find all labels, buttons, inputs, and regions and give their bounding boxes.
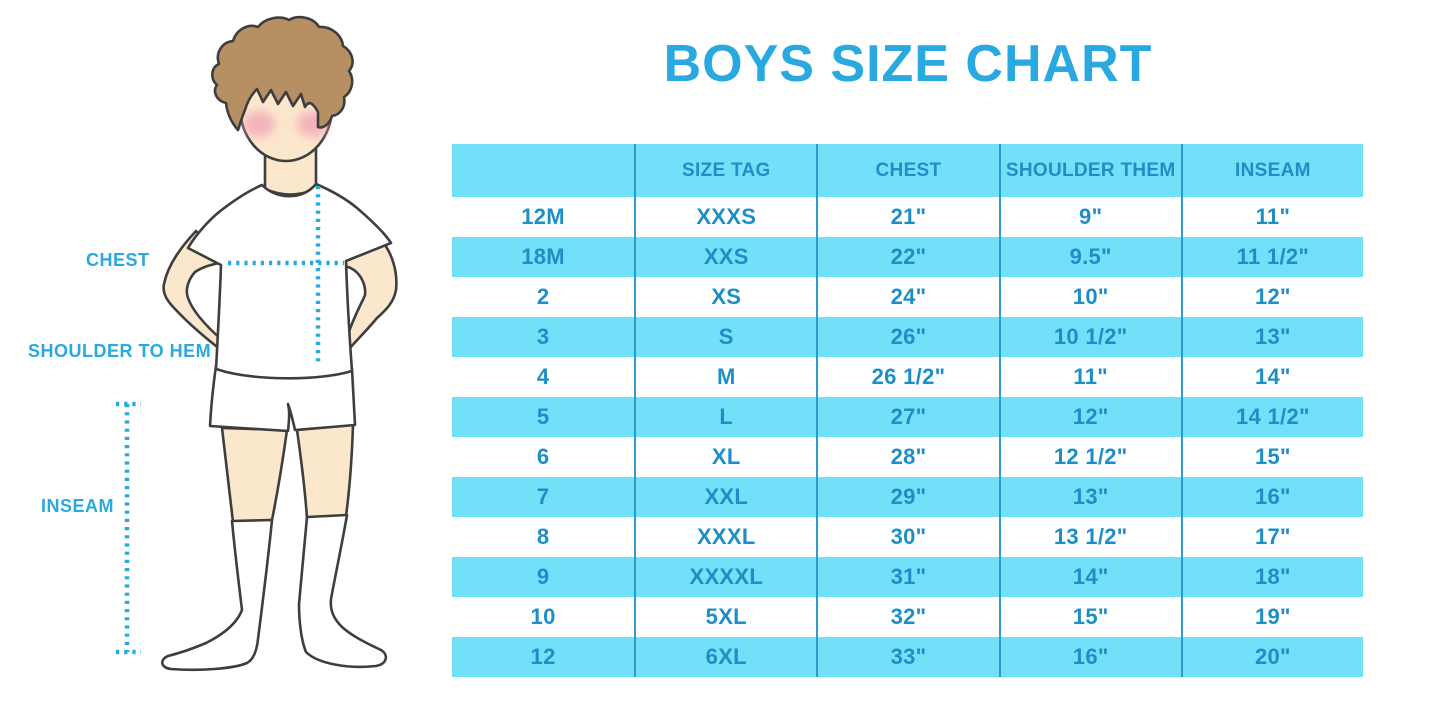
table-cell: 14 1/2" — [1180, 397, 1363, 437]
column-header: SIZE TAG — [634, 144, 816, 197]
table-row: 2 XS 24" 10" 12" — [452, 277, 1363, 317]
table-cell: 15" — [998, 597, 1181, 637]
table-cell: 30" — [816, 517, 998, 557]
table-cell: 15" — [1180, 437, 1363, 477]
table-row: 10 5XL 32" 15" 19" — [452, 597, 1363, 637]
table-cell: XS — [634, 277, 816, 317]
left-cheek-blush — [243, 111, 275, 137]
table-cell: 12M — [521, 204, 565, 229]
table-cell: 11" — [998, 357, 1181, 397]
table-cell: 26 1/2" — [816, 357, 998, 397]
table-cell: 4 — [536, 364, 550, 389]
right-leg — [295, 423, 355, 520]
shoulder-to-hem-label: SHOULDER TO HEM — [28, 341, 212, 361]
table-row: 4 M 26 1/2" 11" 14" — [452, 357, 1363, 397]
table-cell: XXXXL — [634, 557, 816, 597]
column-header: SHOULDER THEM — [998, 144, 1181, 197]
table-cell: 20" — [1180, 637, 1363, 677]
table-cell: 5 — [536, 404, 550, 429]
t-shirt — [186, 182, 393, 380]
table-cell: 3 — [536, 324, 550, 349]
table-cell: 12" — [998, 397, 1181, 437]
table-cell: 10 1/2" — [998, 317, 1181, 357]
table-cell: 16" — [998, 637, 1181, 677]
table-cell: 13 1/2" — [998, 517, 1181, 557]
table-row: 7 XXL 29" 13" 16" — [452, 477, 1363, 517]
table-cell: XXXL — [634, 517, 816, 557]
table-cell: 13" — [998, 477, 1181, 517]
size-table: SIZE TAG CHEST SHOULDER THEM INSEAM 12M XXXS… — [452, 144, 1363, 677]
table-body: 12M XXXS 21" 9" 11" 18M XXS 22" 9.5" 11 1/2" 2 XS 24… — [452, 197, 1363, 677]
table-cell: 13" — [1180, 317, 1363, 357]
table-cell: 21" — [816, 197, 998, 237]
table-cell: 14" — [1180, 357, 1363, 397]
table-cell: 6 — [536, 444, 550, 469]
table-cell: 32" — [816, 597, 998, 637]
page-title: BOYS SIZE CHART — [663, 35, 1153, 93]
chest-label: CHEST — [86, 250, 150, 270]
table-row: 18M XXS 22" 9.5" 11 1/2" — [452, 237, 1363, 277]
table-cell: 8 — [536, 524, 550, 549]
table-cell: XL — [634, 437, 816, 477]
table-row: 12 6XL 33" 16" 20" — [452, 637, 1363, 677]
table-cell: 10" — [998, 277, 1181, 317]
table-row: 3 S 26" 10 1/2" 13" — [452, 317, 1363, 357]
table-cell: 18" — [1180, 557, 1363, 597]
table-cell: XXS — [634, 237, 816, 277]
column-header: CHEST — [816, 144, 998, 197]
left-sock — [161, 518, 274, 672]
table-cell: 12 1/2" — [998, 437, 1181, 477]
table-row: 12M XXXS 21" 9" 11" — [452, 197, 1363, 237]
right-sock — [297, 513, 388, 669]
table-cell: 29" — [816, 477, 998, 517]
table-cell: 31" — [816, 557, 998, 597]
inseam-label: INSEAM — [41, 496, 115, 516]
table-cell: 5XL — [634, 597, 816, 637]
table-cell: 33" — [816, 637, 998, 677]
table-cell: 11" — [1180, 197, 1363, 237]
column-header — [452, 144, 634, 197]
table-cell: 14" — [998, 557, 1181, 597]
table-cell: M — [634, 357, 816, 397]
table-cell: 12" — [1180, 277, 1363, 317]
table-cell: 24" — [816, 277, 998, 317]
table-cell: 17" — [1180, 517, 1363, 557]
table-cell: 18M — [521, 244, 565, 269]
table-row: 5 L 27" 12" 14 1/2" — [452, 397, 1363, 437]
hair — [211, 15, 354, 132]
table-row: 8 XXXL 30" 13 1/2" 17" — [452, 517, 1363, 557]
boy-diagram — [116, 15, 398, 672]
table-cell: 11 1/2" — [1180, 237, 1363, 277]
table-cell: XXXS — [634, 197, 816, 237]
table-cell: 26" — [816, 317, 998, 357]
table-cell: 27" — [816, 397, 998, 437]
table-cell: 9.5" — [998, 237, 1181, 277]
table-cell: 6XL — [634, 637, 816, 677]
table-cell: 10 — [530, 604, 556, 629]
table-cell: L — [634, 397, 816, 437]
column-header: INSEAM — [1180, 144, 1363, 197]
table-cell: 16" — [1180, 477, 1363, 517]
table-cell: 7 — [536, 484, 550, 509]
table-cell: 9 — [536, 564, 550, 589]
table-cell: 28" — [816, 437, 998, 477]
left-leg — [220, 426, 289, 524]
table-row: 6 XL 28" 12 1/2" 15" — [452, 437, 1363, 477]
table-cell: 9" — [998, 197, 1181, 237]
table-cell: 2 — [536, 284, 550, 309]
table-header-row: SIZE TAG CHEST SHOULDER THEM INSEAM — [452, 144, 1363, 197]
table-cell: S — [634, 317, 816, 357]
table-cell: XXL — [634, 477, 816, 517]
table-cell: 19" — [1180, 597, 1363, 637]
table-cell: 12 — [530, 644, 556, 669]
table-cell: 22" — [816, 237, 998, 277]
table-row: 9 XXXXL 31" 14" 18" — [452, 557, 1363, 597]
